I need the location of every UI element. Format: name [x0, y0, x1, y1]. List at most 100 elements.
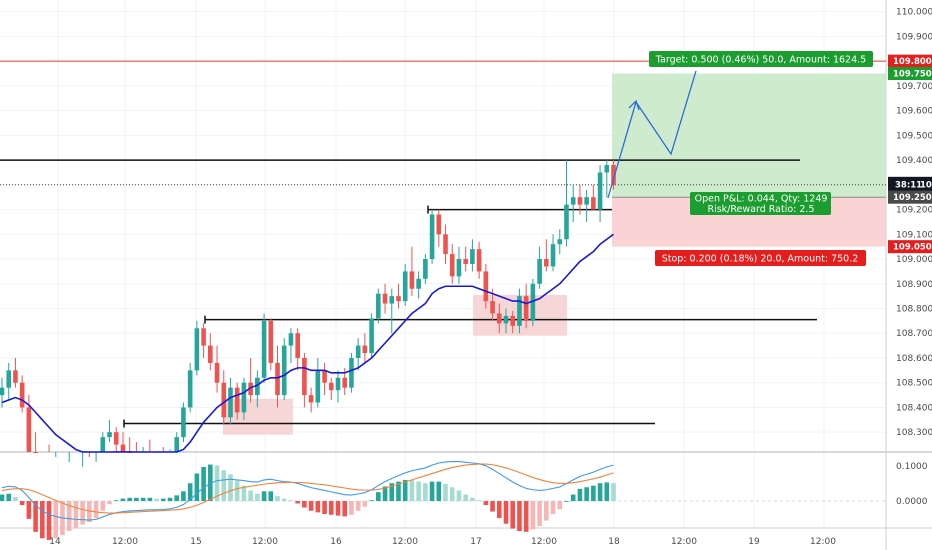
candle-body	[281, 345, 287, 396]
time-tick-label: 18	[608, 537, 620, 547]
candle-body	[355, 345, 361, 358]
histogram-bar	[409, 479, 415, 502]
countdown-label: 38:11	[895, 180, 922, 190]
candle-body	[302, 357, 307, 396]
histogram-bar	[13, 496, 18, 502]
candle-body	[261, 320, 267, 378]
time-axis[interactable]: 14 12:00 15 12:00 16 12:00 17 12:00 18 12:00 19 12:…	[49, 537, 836, 547]
candle-body	[288, 333, 294, 346]
histogram-bar	[134, 497, 139, 502]
candle-body	[6, 370, 12, 388]
histogram-bar	[201, 467, 206, 502]
candle-body	[208, 345, 213, 363]
histogram-bar	[449, 487, 455, 502]
histogram-bar	[19, 501, 25, 506]
histogram-bar	[335, 501, 341, 516]
histogram-bar	[355, 501, 361, 511]
price-tick-label: 108.400	[896, 403, 932, 413]
histogram-bar	[214, 465, 220, 502]
candle-body	[530, 283, 536, 321]
price-tick-label: 109.600	[896, 107, 932, 117]
moving-average-line	[1, 233, 614, 453]
price-tick-label: 109.200	[896, 206, 932, 216]
price-tick-label: 108.300	[896, 428, 932, 438]
time-tick-label: 14	[49, 537, 61, 547]
histogram-bar	[295, 501, 300, 504]
histogram-bar	[402, 479, 408, 502]
time-tick-label: 15	[190, 537, 201, 547]
candle-body	[174, 437, 180, 452]
histogram-bar	[544, 501, 549, 521]
histogram-bar	[436, 481, 442, 502]
candle-body	[382, 293, 388, 304]
histogram-bar	[604, 482, 610, 502]
candle-body	[335, 377, 341, 391]
oscillator-layer	[0, 461, 886, 540]
candle-body	[597, 172, 603, 210]
projection-path	[607, 70, 697, 199]
histogram-bar	[167, 497, 173, 502]
target-tag-box	[888, 67, 932, 81]
target-label-box	[649, 51, 873, 67]
histogram-bar	[100, 501, 106, 511]
histogram-bar	[33, 501, 38, 532]
histogram-bar	[147, 497, 153, 502]
histogram-bar	[476, 500, 482, 502]
moving-average-layer	[1, 233, 614, 453]
histogram-bar	[53, 501, 59, 539]
stop-label-box	[655, 250, 866, 266]
oscillator-axis[interactable]: 0.1000 0.0000	[896, 462, 928, 507]
histogram-bar	[396, 481, 401, 502]
candle-body	[409, 271, 415, 289]
candle-body	[510, 315, 516, 326]
candle-body	[490, 301, 495, 314]
histogram-bar	[597, 483, 603, 502]
macd-line	[1, 461, 614, 521]
price-tick-label: 109.400	[896, 156, 932, 166]
candle-body	[550, 244, 556, 267]
histogram-bar	[154, 498, 159, 502]
candle-body	[416, 278, 421, 289]
position-zones	[612, 73, 886, 247]
candle-body	[564, 204, 569, 240]
candle-body	[26, 407, 32, 452]
histogram-bar	[174, 495, 180, 502]
candle-body	[201, 328, 206, 346]
time-tick-label: 17	[470, 537, 481, 547]
open-pl-box	[690, 192, 831, 215]
price-tick-label: 108.500	[896, 379, 932, 389]
candle-body	[443, 234, 448, 255]
histogram-bar	[73, 501, 79, 528]
histogram-bar	[423, 483, 428, 502]
candle-body	[0, 387, 5, 396]
histogram-bar	[26, 501, 32, 519]
signal-line	[1, 463, 614, 514]
histogram-bar	[268, 491, 274, 502]
candle-body	[181, 407, 186, 438]
histogram-bar	[315, 501, 321, 513]
candle-body	[537, 259, 542, 284]
histogram-bar	[510, 501, 516, 529]
candle-body	[483, 271, 489, 302]
histogram-bar	[577, 488, 583, 502]
candle-body	[221, 382, 227, 418]
histogram-bar	[160, 498, 166, 502]
candle-body	[342, 377, 348, 388]
candle-body	[577, 197, 583, 205]
time-tick-label: 12:00	[531, 537, 557, 547]
histogram-bar	[382, 486, 388, 502]
histogram-bar	[523, 501, 529, 532]
stop-tag: 109.050	[893, 243, 932, 253]
candle-body	[456, 259, 462, 277]
candle-body	[436, 214, 442, 235]
price-tick-label: 108.600	[896, 354, 932, 364]
oscillator-tick-label: 0.1000	[896, 462, 928, 472]
candle-body	[234, 387, 240, 413]
histogram-bar	[349, 501, 354, 515]
candle-body	[322, 370, 327, 383]
projection-path-layer[interactable]	[607, 70, 697, 199]
histogram-bar	[584, 487, 589, 502]
histogram-bar	[328, 501, 334, 515]
stop-label: Stop: 0.200 (0.18%) 20.0, Amount: 750.2	[662, 254, 859, 265]
